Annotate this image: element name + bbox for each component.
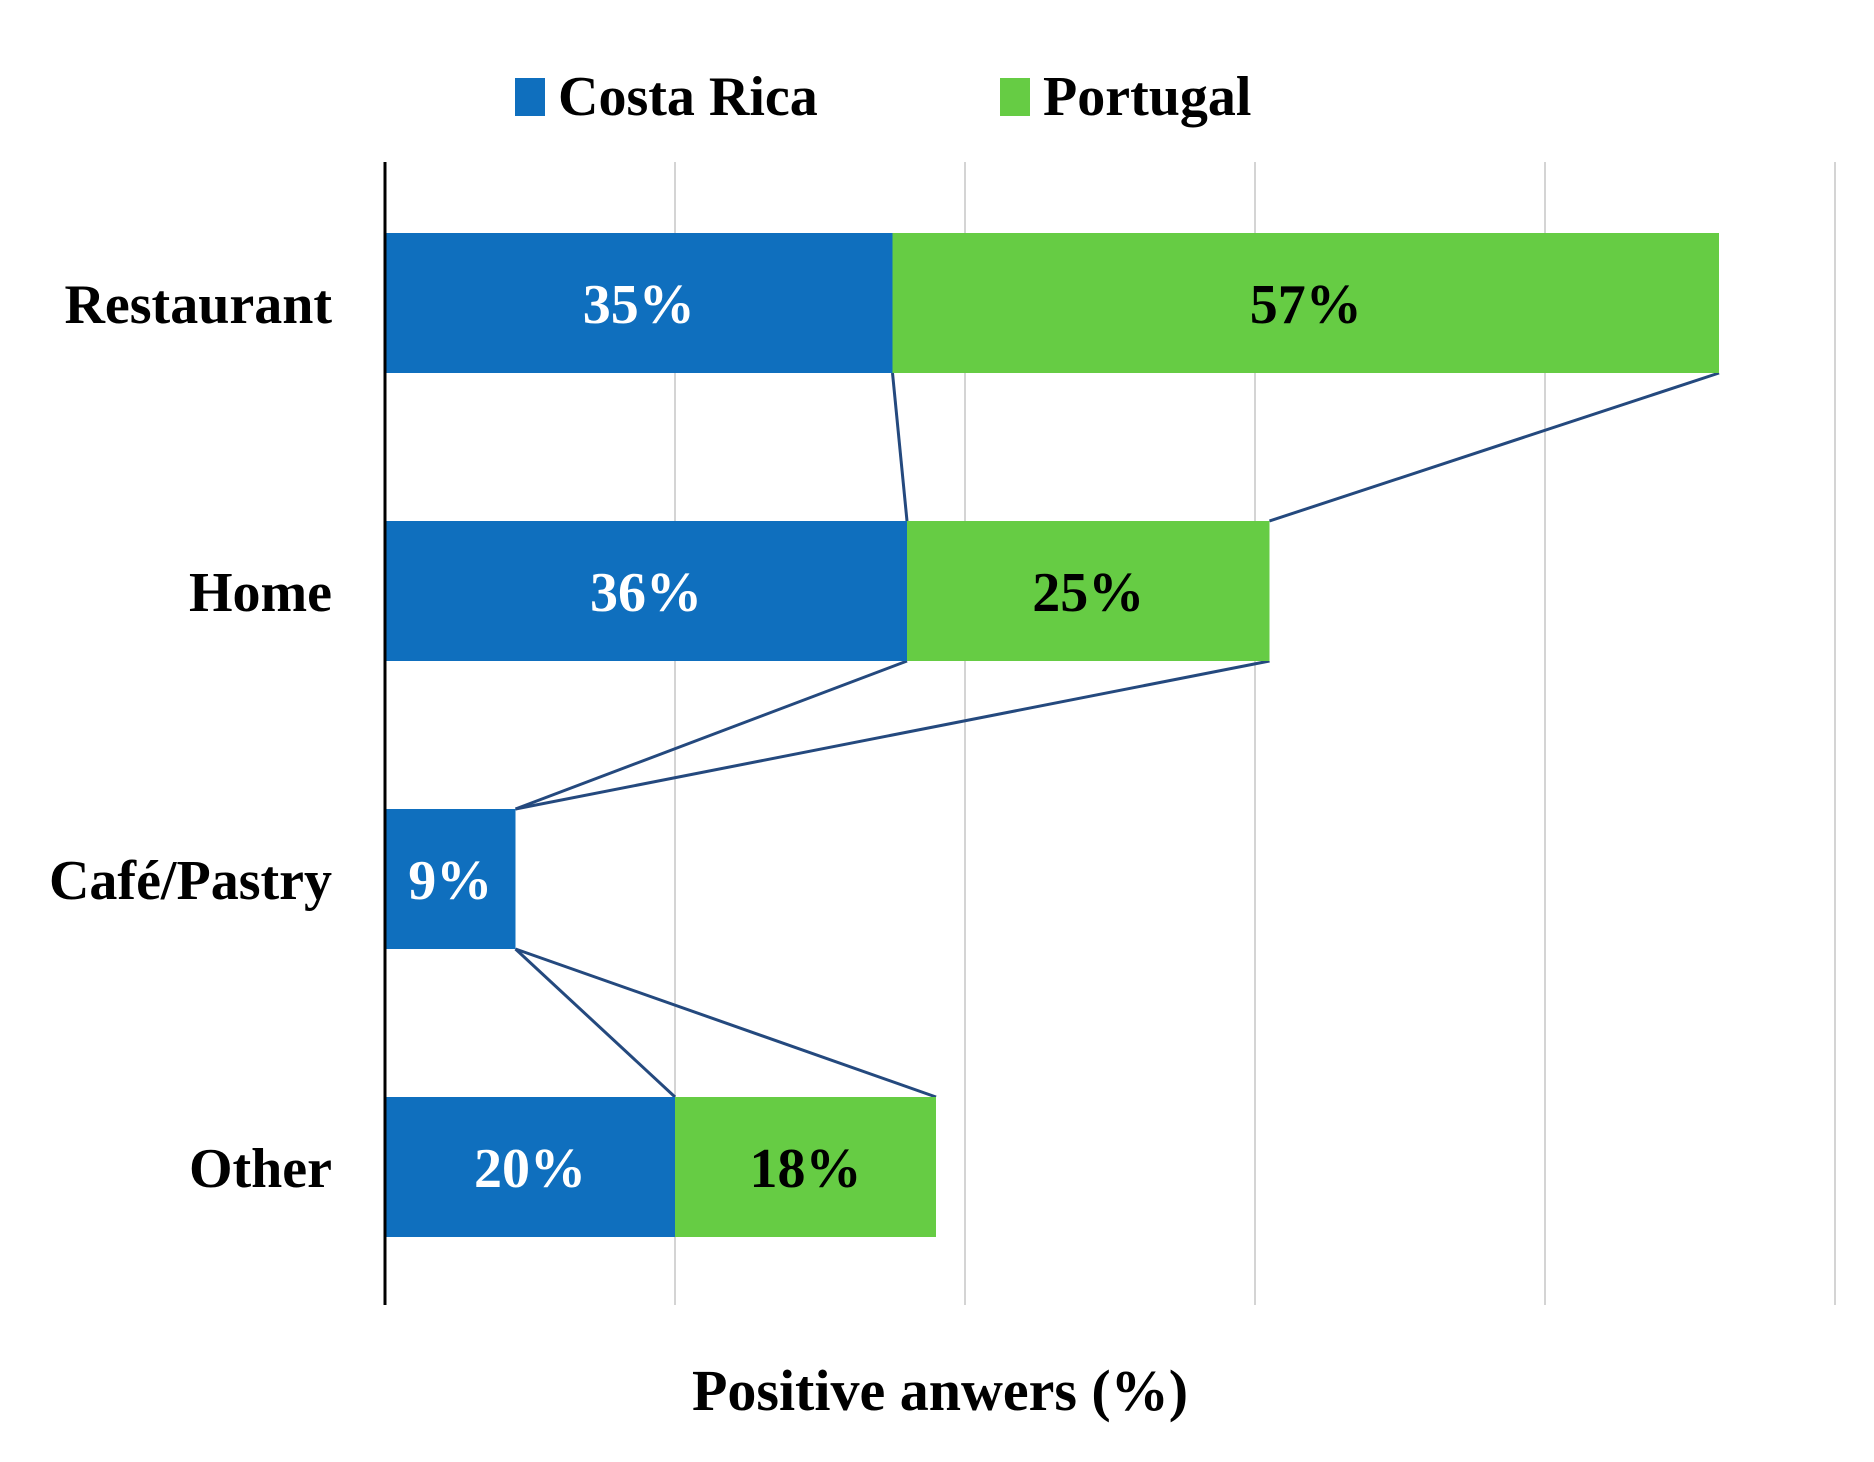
series-connector xyxy=(891,372,909,522)
series-connectors xyxy=(514,371,1720,1099)
series-connector xyxy=(515,947,937,1099)
data-label: 57% xyxy=(1250,274,1362,336)
legend-label: Portugal xyxy=(1043,66,1251,128)
axes: Restaurant Home Café/Pastry Other xyxy=(49,162,387,1305)
x-axis-title: Positive anwers (%) xyxy=(692,1358,1188,1423)
bars xyxy=(385,233,1719,1237)
legend-label: Costa Rica xyxy=(558,66,818,128)
series-connector xyxy=(1269,371,1720,523)
data-label: 36% xyxy=(590,562,702,624)
series-connector xyxy=(514,947,677,1099)
bar xyxy=(385,233,893,373)
bar xyxy=(385,1097,675,1237)
category-label: Restaurant xyxy=(64,274,332,336)
bar xyxy=(675,1097,936,1237)
series-connector xyxy=(515,659,1270,811)
category-label: Other xyxy=(189,1138,332,1200)
category-label: Home xyxy=(189,562,332,624)
bar xyxy=(385,521,907,661)
data-label: 35% xyxy=(583,274,695,336)
data-label: 20% xyxy=(474,1138,586,1200)
bar xyxy=(385,809,516,949)
legend-swatch xyxy=(515,78,545,116)
bar xyxy=(892,233,1719,373)
bar xyxy=(907,521,1270,661)
data-label: 9% xyxy=(408,850,492,912)
legend-swatch xyxy=(1000,78,1030,116)
series-connector xyxy=(514,659,908,811)
data-label: 18% xyxy=(750,1138,862,1200)
data-labels: 35% 57% 36% 25% 9% 20% 18% xyxy=(408,274,1362,1200)
category-label: Café/Pastry xyxy=(49,850,332,912)
data-label: 25% xyxy=(1032,562,1144,624)
legend: Costa Rica Portugal xyxy=(515,66,1251,128)
